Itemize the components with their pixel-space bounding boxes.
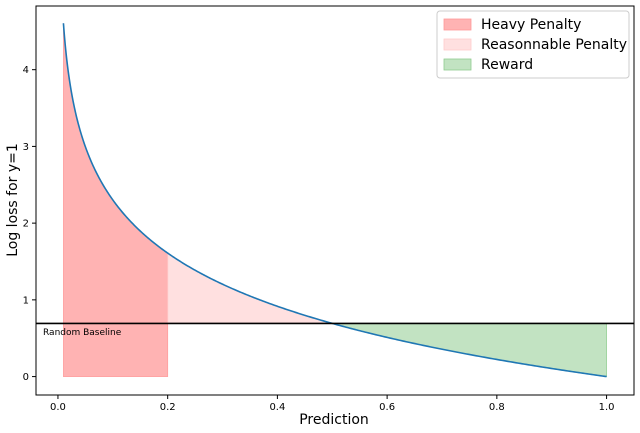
x-tick-label: 0.4 [269,402,285,413]
region-reward [331,322,607,378]
x-tick-label: 0.0 [50,402,66,413]
legend-label-reasonnable-penalty: Reasonnable Penalty [481,37,627,53]
legend-swatch-reward [443,58,472,71]
x-tick-label: 0.6 [379,402,395,413]
baseline-label: Random Baseline [43,328,122,338]
y-axis-label: Log loss for y=1 [5,143,21,257]
y-tick-label: 2 [23,219,29,230]
y-tick-label: 4 [23,65,29,76]
region-reasonnable-penalty [167,252,333,324]
y-tick-label: 3 [23,142,29,153]
log-loss-curve [62,23,607,378]
legend-box [436,10,630,79]
legend-swatch-reasonnable-penalty [443,38,472,51]
legend-label-heavy-penalty: Heavy Penalty [481,17,581,33]
plot-frame [35,5,635,396]
y-tick-label: 1 [23,295,29,306]
legend: Heavy Penalty Reasonnable Penalty Reward [436,10,630,79]
x-tick-label: 1.0 [599,402,615,413]
legend-swatch-heavy-penalty [443,18,472,31]
legend-label-reward: Reward [481,57,533,73]
axes: 0.0 0.2 0.4 0.6 0.8 1.0 0 1 2 3 4 [23,5,635,413]
curve-layer [62,23,607,378]
x-tick-label: 0.8 [489,402,505,413]
y-tick-label: 0 [23,372,29,383]
x-axis-label: Prediction [299,412,369,428]
x-tick-label: 0.2 [160,402,176,413]
